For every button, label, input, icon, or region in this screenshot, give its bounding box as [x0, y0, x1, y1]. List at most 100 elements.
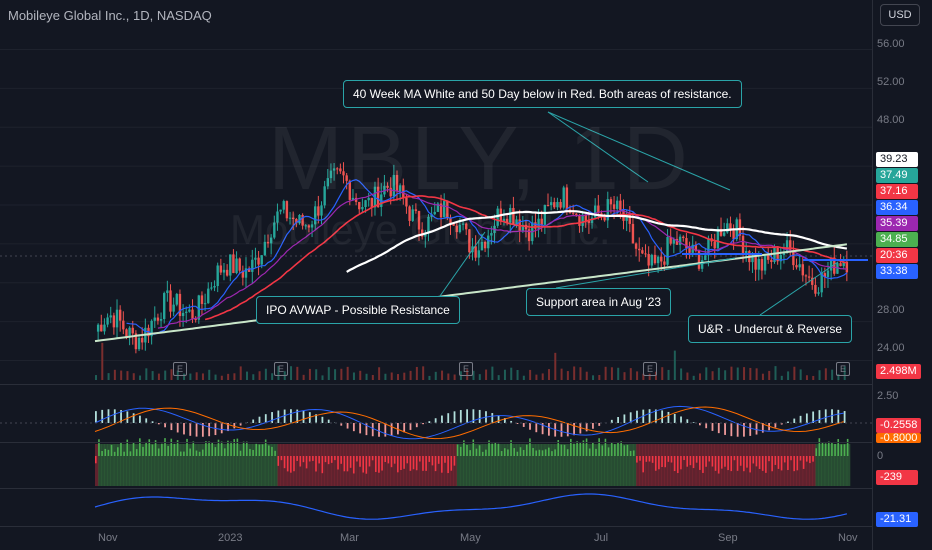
trend-background [739, 444, 744, 486]
trend-bar [154, 440, 157, 456]
pane-divider[interactable] [0, 442, 872, 443]
trend-background [104, 444, 108, 486]
candle-body [370, 197, 374, 208]
earnings-marker[interactable]: E [643, 362, 657, 376]
candle-body [675, 238, 679, 245]
volume-bar [743, 367, 746, 380]
trend-bar [214, 447, 217, 456]
earnings-marker[interactable]: E [836, 362, 850, 376]
volume-bar [365, 373, 368, 380]
pane-divider[interactable] [0, 384, 872, 385]
macd-histogram-bar [441, 415, 443, 423]
trend-bar [702, 456, 704, 473]
undercut-annotation[interactable]: U&R - Undercut & Reverse [688, 315, 853, 343]
macd-histogram-bar [183, 423, 185, 435]
trend-bar [780, 456, 783, 471]
trend-bar [365, 456, 368, 474]
trend-bar [208, 441, 210, 456]
candle-body [647, 254, 650, 266]
ma-annotation[interactable]: 40 Week MA White and 50 Day below in Red… [343, 80, 742, 108]
candle-body [345, 175, 348, 181]
trend-background [186, 444, 190, 486]
candle-body [96, 324, 100, 332]
candle-body [408, 206, 411, 221]
trend-background [252, 444, 256, 486]
trend-bar [758, 456, 761, 469]
candle-body [291, 217, 295, 220]
macd-tick: 2.50 [877, 390, 899, 402]
trend-bar [217, 439, 220, 456]
candle-body [420, 229, 424, 237]
macd-histogram-bar [95, 411, 97, 423]
candle-body [631, 223, 635, 244]
trend-background [107, 444, 112, 486]
trend-background [805, 444, 810, 486]
volume-bar [447, 373, 450, 380]
candle-body [411, 209, 414, 221]
trend-bar [104, 448, 107, 456]
price-chart[interactable] [0, 0, 872, 550]
candle-body [496, 208, 499, 226]
trend-bar [132, 442, 135, 456]
macd-histogram-bar [837, 409, 840, 423]
trend-bar [189, 448, 191, 456]
trend-bar [324, 456, 327, 463]
currency-button[interactable]: USD [880, 4, 920, 26]
volume-bar [107, 373, 110, 380]
candle-body [757, 259, 760, 270]
candle-body [767, 254, 770, 260]
candle-body [612, 204, 616, 209]
trend-bar [610, 442, 613, 456]
volume-bar [327, 367, 330, 380]
volume-bar [554, 352, 557, 380]
macd-histogram-bar [409, 423, 412, 430]
countdown-badge: 20:36 [876, 248, 918, 263]
earnings-marker[interactable]: E [274, 362, 288, 376]
trend-bar [673, 456, 676, 472]
volume-bar [246, 371, 248, 380]
earnings-marker[interactable]: E [459, 362, 473, 376]
macd-histogram-bar [447, 413, 450, 423]
candle-body [549, 202, 553, 206]
pane-divider[interactable] [0, 488, 872, 489]
candle-body [833, 257, 836, 274]
macd-histogram-bar [227, 423, 229, 432]
support-annotation[interactable]: Support area in Aug '23 [526, 288, 672, 316]
candle-body [279, 209, 282, 212]
trend-background [315, 444, 319, 486]
trend-background [261, 444, 266, 486]
trend-background [456, 444, 461, 486]
macd-histogram-bar [208, 423, 211, 437]
earnings-marker[interactable]: E [173, 362, 187, 376]
trend-bar [334, 456, 336, 461]
symbol-title[interactable]: Mobileye Global Inc., 1D, NASDAQ [8, 8, 212, 23]
candle-body [185, 311, 188, 313]
candle-body [663, 261, 666, 265]
avwap-annotation[interactable]: IPO AVWAP - Possible Resistance [256, 296, 460, 324]
macd-histogram-bar [321, 416, 324, 423]
trend-background [290, 444, 294, 486]
trend-background [714, 444, 719, 486]
candle-body [678, 236, 682, 245]
trend-background [488, 444, 492, 486]
price-axis[interactable] [872, 0, 932, 550]
candle-body [150, 320, 153, 337]
trend-bar [135, 449, 138, 456]
trend-background [563, 444, 568, 486]
trend-background [604, 444, 609, 486]
price-tick: 24.00 [877, 342, 905, 354]
trend-background [525, 444, 530, 486]
trend-bar [478, 445, 481, 456]
candle-body [351, 197, 355, 200]
volume-bar [610, 367, 613, 380]
trend-background [783, 444, 788, 486]
volume-bar [485, 369, 488, 380]
trend-background [362, 444, 366, 486]
signal-value-badge: -0.8000 [876, 433, 922, 443]
trend-background [321, 444, 325, 486]
candle-body [584, 214, 587, 221]
macd-histogram-bar [617, 417, 620, 423]
trend-background [220, 444, 225, 486]
trend-background [846, 444, 851, 486]
